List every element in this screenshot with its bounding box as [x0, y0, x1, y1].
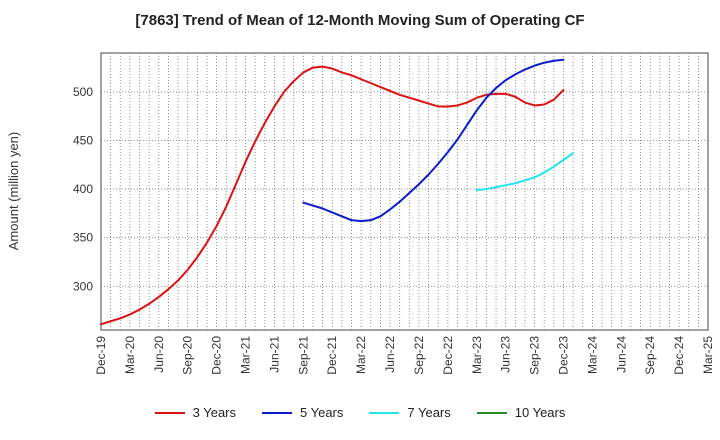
x-tick-label: Jun-22 [383, 336, 397, 373]
legend: 3 Years 5 Years 7 Years 10 Years [0, 405, 720, 420]
legend-label: 7 Years [407, 405, 451, 420]
x-tick-label: Mar-21 [239, 336, 253, 374]
x-tick-label: Sep-21 [296, 336, 310, 375]
legend-item: 10 Years [476, 405, 566, 420]
plot-area [100, 52, 709, 331]
y-tick-label: 500 [73, 85, 93, 99]
legend-label: 3 Years [192, 405, 236, 420]
y-tick-label: 400 [73, 182, 93, 196]
series-line-3-years [100, 65, 565, 326]
x-tick-label: Mar-20 [123, 336, 137, 374]
x-tick-label: Mar-23 [470, 336, 484, 374]
series-line-5-years [302, 58, 565, 223]
legend-label: 10 Years [514, 405, 566, 420]
x-tick-label: Mar-22 [354, 336, 368, 374]
x-tick-label: Sep-20 [181, 336, 195, 375]
x-tick-label: Sep-23 [528, 336, 542, 375]
x-tick-label: Jun-24 [614, 336, 628, 373]
x-tick-label: Dec-19 [94, 336, 108, 375]
chart-title: [7863] Trend of Mean of 12-Month Moving … [135, 12, 585, 29]
x-tick-label: Sep-24 [643, 336, 657, 375]
x-tick-label: Dec-24 [672, 336, 686, 375]
y-tick-label: 300 [73, 279, 93, 293]
legend-swatch [369, 411, 400, 414]
legend-item: 3 Years [154, 405, 236, 420]
x-tick-label: Mar-24 [585, 336, 599, 374]
legend-swatch [262, 411, 292, 414]
x-tick-label: Jun-23 [499, 336, 513, 373]
y-tick-label: 450 [73, 133, 93, 147]
legend-item: 7 Years [369, 405, 451, 420]
x-tick-label: Mar-25 [701, 336, 715, 374]
x-tick-label: Dec-20 [210, 336, 224, 375]
y-tick-label: 350 [73, 231, 93, 245]
legend-swatch [154, 411, 185, 414]
x-tick-label: Dec-22 [441, 336, 455, 375]
legend-label: 5 Years [300, 405, 344, 420]
x-tick-label: Jun-21 [267, 336, 281, 373]
legend-swatch [476, 411, 507, 414]
x-tick-label: Sep-22 [412, 336, 426, 375]
series-line-7-years [475, 152, 575, 192]
x-tick-label: Jun-20 [152, 336, 166, 373]
legend-item: 5 Years [262, 405, 343, 420]
x-tick-label: Dec-23 [556, 336, 570, 375]
x-tick-label: Dec-21 [325, 336, 339, 375]
y-axis-label: Amount (million yen) [6, 132, 21, 251]
